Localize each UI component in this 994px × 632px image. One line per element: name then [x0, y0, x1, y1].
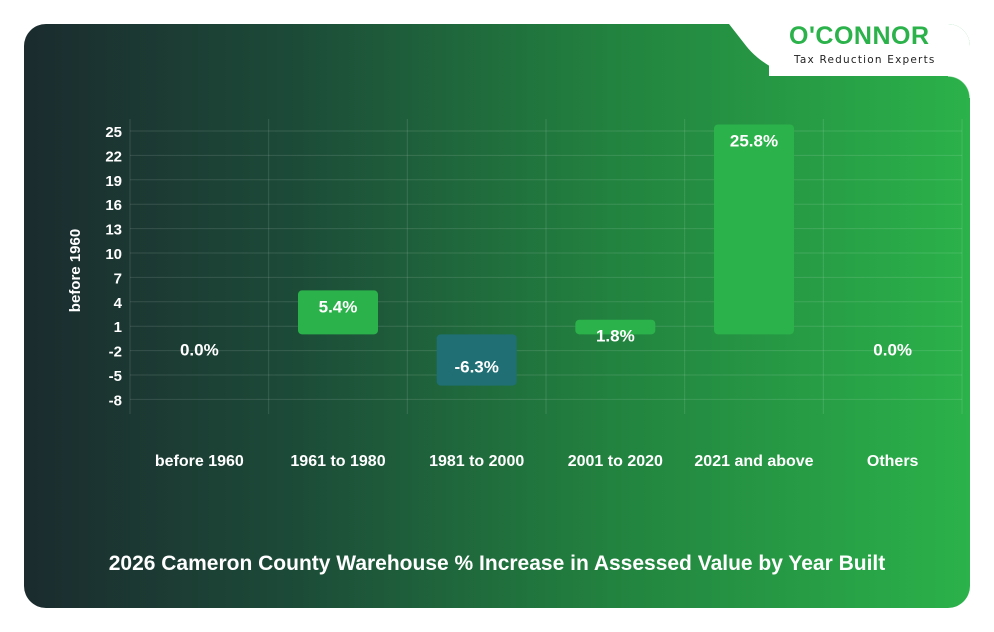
- x-category-label: 2001 to 2020: [568, 453, 663, 470]
- y-tick-label: 22: [105, 148, 122, 165]
- y-tick-label: 1: [114, 319, 122, 336]
- y-tick-label: 10: [105, 246, 122, 263]
- bar: [575, 319, 656, 335]
- y-tick-label: 16: [105, 197, 122, 214]
- x-category-label: before 1960: [155, 453, 244, 470]
- brand-logo: O'CONNOR: [789, 24, 930, 50]
- y-tick-label: 4: [114, 295, 123, 312]
- data-label: 5.4%: [319, 297, 358, 316]
- chart-title: 2026 Cameron County Warehouse % Increase…: [108, 552, 886, 575]
- y-tick-label: 25: [105, 124, 122, 141]
- bar-chart: 25 22 19 16 13 10 7 4 1 -2 -5 -8 before 1960 0.0% befo…: [67, 119, 963, 470]
- x-category-label: Others: [867, 453, 919, 470]
- logo-tab-curve: [948, 76, 970, 98]
- chart-card: O'CONNOR Tax Reduction Experts 25 22 19 16 1…: [24, 24, 970, 608]
- data-label: 25.8%: [730, 131, 778, 150]
- bar: [298, 290, 378, 335]
- y-tick-label: -5: [109, 368, 122, 385]
- logo-tab: [769, 24, 970, 76]
- y-tick-label: -8: [109, 392, 122, 409]
- x-category-label: 1961 to 1980: [290, 453, 385, 470]
- data-label: 0.0%: [180, 340, 219, 359]
- data-label: 0.0%: [873, 340, 912, 359]
- y-axis-title: before 1960: [67, 229, 84, 312]
- y-tick-label: 7: [114, 270, 122, 287]
- y-tick-label: 19: [105, 173, 122, 190]
- brand-tagline: Tax Reduction Experts: [794, 54, 936, 66]
- bar: [436, 334, 517, 386]
- y-tick-label: 13: [105, 222, 122, 239]
- y-tick-label: -2: [109, 344, 122, 361]
- data-label: -6.3%: [454, 357, 498, 376]
- bar: [714, 124, 794, 335]
- data-label: 1.8%: [596, 327, 635, 346]
- x-category-label: 1981 to 2000: [429, 453, 524, 470]
- x-category-label: 2021 and above: [694, 453, 813, 470]
